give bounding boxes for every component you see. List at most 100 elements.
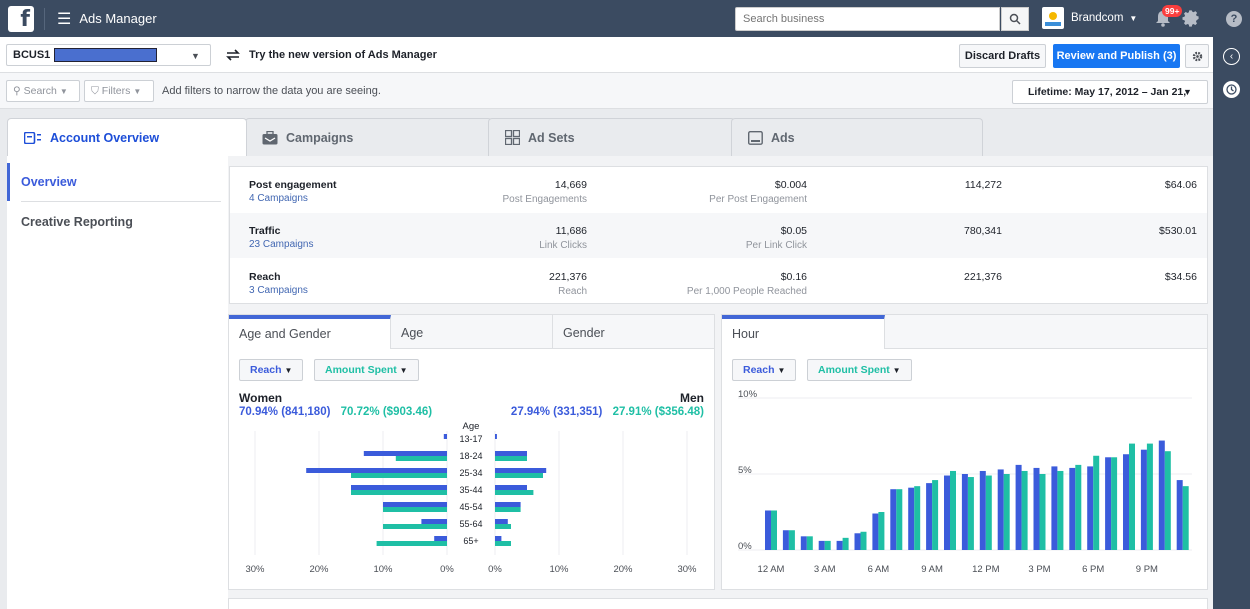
table-row: Post engagement 4 Campaigns 14,669 Post E…: [230, 167, 1207, 212]
x-tick-label: 30%: [677, 564, 697, 575]
caret-down-icon: ▼: [777, 366, 786, 375]
men-spent-total: 27.91% ($356.48): [612, 406, 704, 418]
date-range-label: Lifetime: May 17, 2012 – Jan 21,: [1028, 86, 1187, 98]
result-cell: 11,686 Link Clicks: [539, 225, 587, 251]
search-business-input[interactable]: [735, 7, 1000, 31]
hour-reach-bar: [1123, 454, 1129, 550]
hour-spent-bar: [1039, 474, 1046, 550]
hamburger-menu-icon[interactable]: ☰: [57, 10, 72, 28]
search-filter-dropdown[interactable]: ⚲ Search ▼: [6, 80, 80, 102]
men-spent-bar: [495, 507, 521, 512]
try-new-version-link[interactable]: Try the new version of Ads Manager: [225, 48, 437, 62]
toolbar-settings-gear-icon[interactable]: [1185, 44, 1209, 68]
x-tick-label: 6 AM: [868, 564, 890, 575]
hour-spent-bar: [1057, 470, 1064, 550]
hour-spent-bar: [1075, 464, 1082, 550]
hour-spent-bar: [914, 486, 921, 550]
hour-spent-bar: [1111, 457, 1118, 550]
brand-name: Brandcom: [1071, 12, 1124, 24]
age-axis-title: Age: [463, 421, 480, 432]
women-label: Women: [239, 391, 283, 405]
y-tick-label: 5%: [738, 465, 752, 476]
next-panel-edge: [228, 598, 1208, 609]
women-spent-bar: [351, 490, 447, 495]
hour-reach-bar: [1158, 440, 1165, 550]
help-icon[interactable]: ?: [1226, 11, 1242, 27]
women-spent-total: 70.72% ($903.46): [340, 406, 433, 418]
women-totals: 70.94% (841,180) 70.72% ($903.46): [239, 406, 432, 418]
amount-spent-cell: $64.06: [1164, 179, 1197, 191]
men-reach-bar: [495, 485, 527, 490]
x-tick-label: 0%: [440, 564, 454, 575]
collapse-arrow-icon[interactable]: ‹: [1223, 48, 1240, 65]
history-clock-icon[interactable]: [1223, 81, 1240, 98]
ad-account-selector[interactable]: BCUS1 ▼: [6, 44, 211, 66]
tab-campaigns[interactable]: Campaigns: [245, 118, 492, 156]
tab-hour[interactable]: Hour: [722, 315, 885, 349]
campaigns-link[interactable]: 23 Campaigns: [249, 239, 314, 250]
cost-cell: $0.004 Per Post Engagement: [709, 179, 807, 205]
cost-cell: $0.05 Per Link Click: [746, 225, 807, 251]
hour-spent-bar: [824, 540, 831, 550]
tab-ad-sets[interactable]: Ad Sets: [488, 118, 735, 156]
chevron-down-icon: ▼: [133, 87, 142, 96]
table-row: Reach 3 Campaigns 221,376 Reach $0.16 Per …: [230, 259, 1207, 304]
search-button[interactable]: [1001, 7, 1029, 31]
men-reach-bar: [495, 434, 497, 439]
x-tick-label: 3 AM: [814, 564, 836, 575]
men-label: Men: [680, 391, 704, 405]
cost-cell: $0.16 Per 1,000 People Reached: [687, 271, 807, 297]
men-reach-bar: [495, 451, 527, 456]
tab-age-and-gender[interactable]: Age and Gender: [229, 315, 391, 349]
hour-panel: Hour Reach ▼ Amount Spent ▼ 10% 5% 0% 12 AM…: [721, 314, 1208, 590]
review-and-publish-button[interactable]: Review and Publish (3): [1053, 44, 1180, 68]
x-tick-label: 20%: [613, 564, 633, 575]
tab-age[interactable]: Age: [391, 315, 553, 349]
filters-dropdown[interactable]: ⛉ Filters ▼: [84, 80, 154, 102]
x-tick-label: 30%: [245, 564, 265, 575]
men-reach-bar: [495, 536, 502, 541]
facebook-logo-icon[interactable]: f: [8, 5, 34, 32]
hour-spent-bar: [967, 477, 974, 550]
campaigns-link[interactable]: 3 Campaigns: [249, 285, 308, 296]
account-overview-icon: [24, 131, 41, 144]
tab-gender[interactable]: Gender: [553, 315, 714, 349]
business-switcher[interactable]: Brandcom ▼: [1042, 7, 1137, 29]
divider: [21, 201, 221, 202]
men-reach-bar: [495, 468, 547, 473]
hour-spent-bar: [860, 531, 867, 550]
metric-amount-spent-dropdown[interactable]: Amount Spent ▼: [314, 359, 419, 381]
hour-reach-bar: [890, 489, 897, 550]
men-spent-bar: [495, 541, 511, 546]
x-tick-label: 9 AM: [921, 564, 943, 575]
cost-label: Per Post Engagement: [709, 194, 807, 205]
hour-spent-bar: [932, 480, 939, 550]
tab-ads[interactable]: Ads: [731, 118, 983, 156]
hour-reach-bar: [872, 513, 879, 550]
hour-reach-bar: [979, 470, 986, 550]
filter-hint-text: Add filters to narrow the data you are s…: [162, 85, 381, 97]
women-reach-total: 70.94% (841,180): [239, 406, 331, 418]
x-tick-label: 3 PM: [1028, 564, 1050, 575]
tab-account-overview[interactable]: Account Overview: [7, 118, 247, 156]
metric-reach-dropdown[interactable]: Reach ▼: [732, 359, 797, 381]
discard-drafts-button[interactable]: Discard Drafts: [959, 44, 1046, 68]
settings-gear-icon[interactable]: [1182, 10, 1199, 30]
date-range-picker[interactable]: Lifetime: May 17, 2012 – Jan 21, ▼: [1012, 80, 1208, 104]
x-tick-label: 6 PM: [1082, 564, 1104, 575]
x-tick-label: 12 AM: [758, 564, 785, 575]
x-tick-label: 20%: [309, 564, 329, 575]
try-new-version-label: Try the new version of Ads Manager: [249, 49, 437, 61]
hour-spent-bar: [896, 489, 903, 550]
caret-down-icon: ▼: [892, 366, 901, 375]
nav-item-creative-reporting[interactable]: Creative Reporting: [21, 215, 133, 229]
metric-amount-spent-dropdown[interactable]: Amount Spent ▼: [807, 359, 912, 381]
overview-side-nav: Overview Creative Reporting: [7, 156, 228, 609]
metric-reach-dropdown[interactable]: Reach ▼: [239, 359, 304, 381]
women-reach-bar: [443, 434, 447, 439]
nav-item-overview[interactable]: Overview: [21, 175, 77, 189]
funnel-icon: ⛉: [91, 85, 99, 97]
table-row: Traffic 23 Campaigns 11,686 Link Clicks $…: [230, 213, 1207, 258]
women-reach-bar: [421, 519, 447, 524]
campaigns-link[interactable]: 4 Campaigns: [249, 193, 308, 204]
